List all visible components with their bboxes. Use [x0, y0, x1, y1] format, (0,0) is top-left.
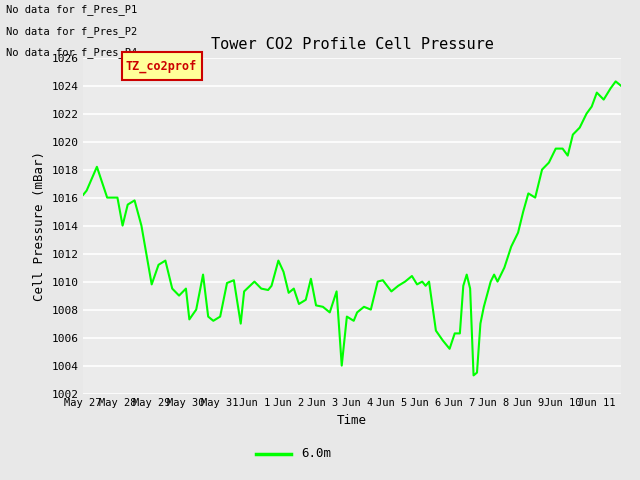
Text: No data for f_Pres_P2: No data for f_Pres_P2: [6, 25, 138, 36]
Text: No data for f_Pres_P1: No data for f_Pres_P1: [6, 4, 138, 15]
Y-axis label: Cell Pressure (mBar): Cell Pressure (mBar): [33, 151, 46, 300]
Text: 6.0m: 6.0m: [301, 447, 331, 460]
Title: Tower CO2 Profile Cell Pressure: Tower CO2 Profile Cell Pressure: [211, 37, 493, 52]
Text: No data for f_Pres_P4: No data for f_Pres_P4: [6, 47, 138, 58]
Text: TZ_co2prof: TZ_co2prof: [126, 60, 197, 73]
X-axis label: Time: Time: [337, 414, 367, 427]
